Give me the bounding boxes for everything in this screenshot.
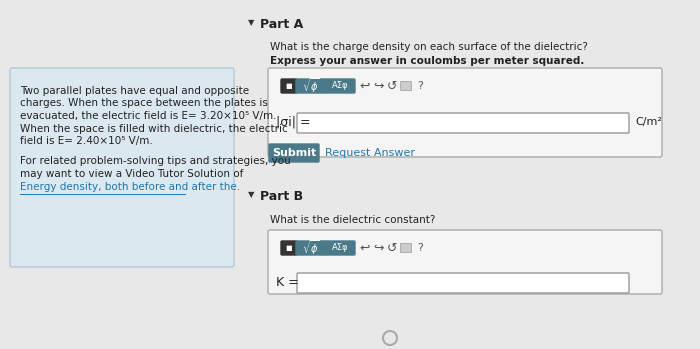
FancyBboxPatch shape <box>268 68 662 157</box>
FancyBboxPatch shape <box>325 241 355 255</box>
FancyBboxPatch shape <box>296 79 326 93</box>
Text: Submit: Submit <box>272 148 316 158</box>
Text: ↩: ↩ <box>359 80 370 92</box>
FancyBboxPatch shape <box>268 230 662 294</box>
Text: charges. When the space between the plates is: charges. When the space between the plat… <box>20 98 268 109</box>
Text: Part B: Part B <box>260 190 303 203</box>
Text: ■: ■ <box>286 245 293 251</box>
Text: What is the charge density on each surface of the dielectric?: What is the charge density on each surfa… <box>270 42 588 52</box>
FancyBboxPatch shape <box>269 144 319 162</box>
FancyBboxPatch shape <box>10 68 234 267</box>
Text: AΣφ: AΣφ <box>332 82 349 90</box>
Text: ?: ? <box>417 81 423 91</box>
FancyBboxPatch shape <box>297 273 629 293</box>
Text: ?: ? <box>417 243 423 253</box>
FancyBboxPatch shape <box>325 79 355 93</box>
Text: Energy density, both before and after the.: Energy density, both before and after th… <box>20 181 240 192</box>
Text: When the space is filled with dielectric, the electric: When the space is filled with dielectric… <box>20 124 288 134</box>
Text: ↺: ↺ <box>387 80 398 92</box>
Text: |σi| =: |σi| = <box>276 116 311 128</box>
Text: ↪: ↪ <box>373 80 384 92</box>
Text: For related problem-solving tips and strategies, you: For related problem-solving tips and str… <box>20 156 290 166</box>
Text: K =: K = <box>276 275 299 289</box>
FancyBboxPatch shape <box>297 113 629 133</box>
Text: may want to view a Video Tutor Solution of: may want to view a Video Tutor Solution … <box>20 169 244 179</box>
FancyBboxPatch shape <box>281 79 297 93</box>
Text: What is the dielectric constant?: What is the dielectric constant? <box>270 215 435 225</box>
Text: Part A: Part A <box>260 18 303 31</box>
Text: evacuated, the electric field is E= 3.20×10⁵ V/m.: evacuated, the electric field is E= 3.20… <box>20 111 276 121</box>
FancyBboxPatch shape <box>400 82 412 90</box>
Text: $\sqrt{\phi}$: $\sqrt{\phi}$ <box>302 77 320 95</box>
Text: AΣφ: AΣφ <box>332 244 349 252</box>
Text: Two parallel plates have equal and opposite: Two parallel plates have equal and oppos… <box>20 86 249 96</box>
Text: Request Answer: Request Answer <box>325 148 415 158</box>
Text: ↺: ↺ <box>387 242 398 254</box>
FancyBboxPatch shape <box>296 241 326 255</box>
Text: Express your answer in coulombs per meter squared.: Express your answer in coulombs per mete… <box>270 56 584 66</box>
Text: ■: ■ <box>286 83 293 89</box>
FancyBboxPatch shape <box>281 241 297 255</box>
Text: $\sqrt{\phi}$: $\sqrt{\phi}$ <box>302 239 320 257</box>
Text: ↩: ↩ <box>359 242 370 254</box>
FancyBboxPatch shape <box>400 244 412 252</box>
Text: ▼: ▼ <box>248 18 255 27</box>
Text: ▼: ▼ <box>248 190 255 199</box>
Text: C/m²: C/m² <box>635 117 662 127</box>
Text: field is E= 2.40×10⁵ V/m.: field is E= 2.40×10⁵ V/m. <box>20 136 153 146</box>
Text: ↪: ↪ <box>373 242 384 254</box>
